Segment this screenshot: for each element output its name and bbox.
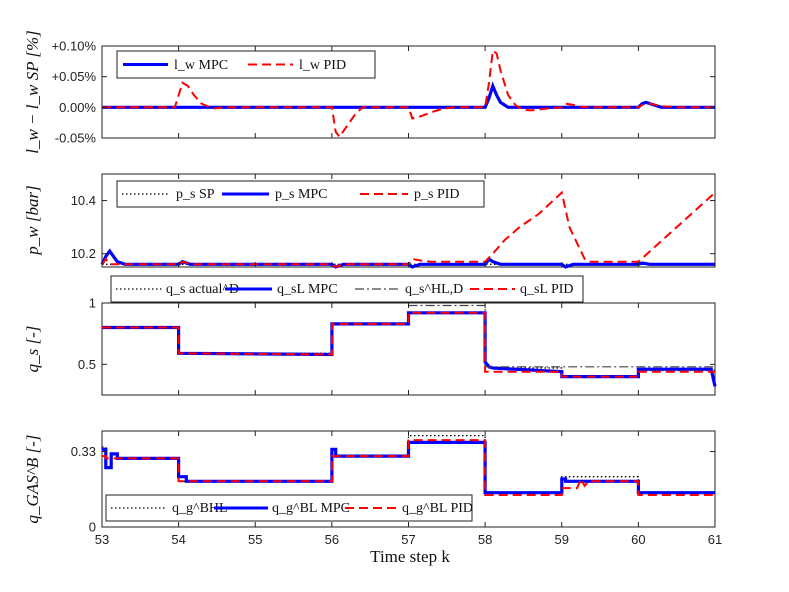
subplot3-legend: q_s actual^D q_sL MPC q_s^HL,D q_sL PID [110,275,584,303]
series-q-sl-pid [102,311,715,378]
y-tick-label: 10.2 [71,246,96,261]
subplot4-legend: q_g^BHL q_g^BL MPC q_g^BL PID [105,494,473,522]
legend-item: q_s^HL,D [405,282,463,297]
legend-item: q_s actual^D [166,282,239,297]
subplot2-ticks: 10.2 10.4 [71,174,716,267]
subplot-pressure: 10.2 10.4 p_w [bar] p_s SP p_s MPC p_s PI… [23,173,716,269]
subplot4-ticks: 0 0.33 53 54 55 56 57 58 59 60 61 [71,431,722,547]
x-axis-label: Time step k [370,547,450,566]
series-q-g-bl-mpc [102,440,715,495]
subplot1-series [102,49,715,139]
y-tick-label: 0 [89,520,96,535]
series-q-g-bl-pid [102,439,715,496]
x-tick-label: 54 [171,532,185,547]
subplot2-ylabel: p_w [bar] [23,185,42,255]
y-tick-label: +0.05% [52,69,97,84]
subplot4-ylabel: q_GAS^B [-] [23,435,42,524]
y-tick-label: 0.33 [71,444,96,459]
subplot4-series [102,434,715,496]
legend-item: l_w PID [299,58,346,73]
x-tick-label: 53 [95,532,109,547]
y-tick-label: 1 [89,296,96,311]
subplot3-ticks: 0.51 [78,296,716,395]
x-tick-label: 61 [708,532,722,547]
subplot-level-deviation: -0.05% 0.00% +0.05% +0.10% l_w − l_w SP [%]… [23,30,716,154]
legend-item: q_g^BHL [172,501,228,516]
legend-item: p_s SP [176,187,215,202]
subplot1-ticks: -0.05% 0.00% +0.05% +0.10% [52,39,716,146]
x-tick-label: 60 [631,532,645,547]
legend-item: p_s MPC [275,187,328,202]
legend-item: q_g^BL PID [402,501,473,516]
x-tick-label: 55 [248,532,262,547]
x-tick-label: 57 [401,532,415,547]
subplot2-legend: p_s SP p_s MPC p_s PID [116,180,485,208]
legend-item: q_g^BL MPC [272,501,350,516]
subplot1-legend: l_w MPC l_w PID [116,50,376,79]
subplot-gas: 0 0.33 53 54 55 56 57 58 59 60 61 q_GAS^B [-] Time… [23,430,722,566]
x-tick-label: 58 [478,532,492,547]
subplot-flow: 0.51 q_s [-] q_s actual^D q_sL MPC q_s^H… [23,275,717,396]
y-tick-label: 0.00% [59,100,96,115]
legend-item: l_w MPC [174,58,228,73]
series-p-s-pid [101,190,716,269]
legend-item: q_sL MPC [277,282,338,297]
subplot1-ylabel: l_w − l_w SP [%] [23,30,42,154]
y-tick-label: -0.05% [55,131,97,146]
x-tick-label: 56 [325,532,339,547]
subplot3-series [102,304,717,387]
y-tick-label: 10.4 [71,193,96,208]
series-l-w-pid [102,49,715,139]
legend-item: q_sL PID [520,282,574,297]
y-tick-label: +0.10% [52,39,97,54]
legend-item: p_s PID [414,187,460,202]
series-q-s-hl-d [408,304,715,368]
y-tick-label: 0.5 [78,357,96,372]
subplot3-ylabel: q_s [-] [23,326,42,373]
x-tick-label: 59 [555,532,569,547]
